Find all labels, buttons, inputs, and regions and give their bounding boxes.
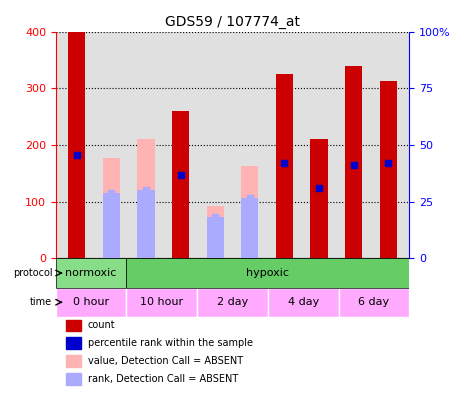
Bar: [56, 259, 126, 287]
Bar: [206, 206, 224, 259]
Text: 6 day: 6 day: [359, 297, 389, 307]
Text: hypoxic: hypoxic: [246, 268, 289, 278]
Bar: [66, 355, 80, 367]
Bar: [126, 287, 197, 317]
Bar: [276, 74, 293, 259]
Bar: [311, 139, 328, 259]
Text: 10 hour: 10 hour: [140, 297, 183, 307]
Bar: [137, 190, 154, 259]
Bar: [66, 337, 80, 349]
Text: 2 day: 2 day: [217, 297, 248, 307]
Text: 0 hour: 0 hour: [73, 297, 109, 307]
Bar: [206, 217, 224, 259]
Text: value, Detection Call = ABSENT: value, Detection Call = ABSENT: [87, 356, 243, 366]
Bar: [126, 259, 409, 287]
Bar: [172, 111, 189, 259]
Bar: [66, 320, 80, 331]
Text: rank, Detection Call = ABSENT: rank, Detection Call = ABSENT: [87, 374, 238, 384]
Bar: [345, 66, 362, 259]
Bar: [339, 287, 409, 317]
Bar: [103, 193, 120, 259]
Bar: [380, 81, 397, 259]
Text: time: time: [30, 297, 52, 307]
Bar: [103, 158, 120, 259]
Bar: [137, 139, 154, 259]
Text: normoxic: normoxic: [66, 268, 117, 278]
Title: GDS59 / 107774_at: GDS59 / 107774_at: [165, 15, 300, 29]
Bar: [68, 32, 85, 259]
Bar: [268, 287, 339, 317]
Bar: [56, 287, 126, 317]
Bar: [241, 198, 259, 259]
Bar: [241, 166, 259, 259]
Text: percentile rank within the sample: percentile rank within the sample: [87, 338, 252, 348]
Bar: [66, 373, 80, 385]
Text: count: count: [87, 320, 115, 330]
Bar: [197, 287, 268, 317]
Text: 4 day: 4 day: [287, 297, 319, 307]
Text: protocol: protocol: [13, 268, 52, 278]
